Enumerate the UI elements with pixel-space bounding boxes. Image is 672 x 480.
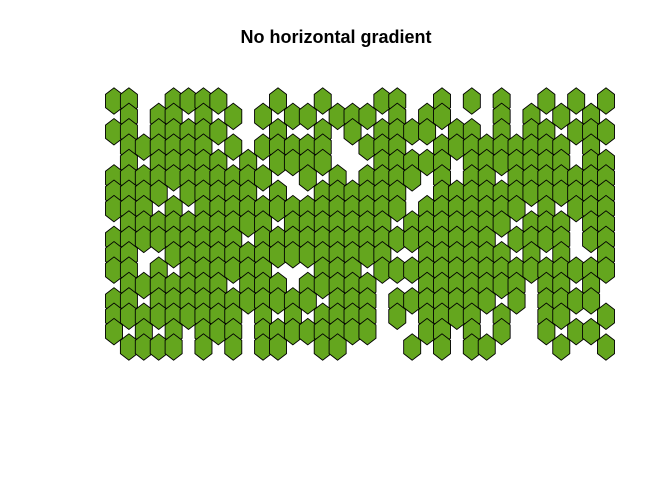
hexagon-cell-r1-c25: [462, 87, 481, 115]
hexagon-cell-r17-c31: [552, 333, 571, 361]
hexagon-cell-r15-c20: [388, 302, 407, 331]
hexagon-cell-r17-c16: [328, 333, 347, 361]
hexagon-cell-r16-c18: [358, 317, 377, 346]
hexagon-cell-r17-c9: [224, 333, 243, 361]
hexagon-cell-r17-c34: [597, 333, 615, 361]
chart-title: No horizontal gradient: [240, 27, 432, 47]
hexagon-cell-r17-c7: [194, 333, 213, 361]
hexagon-cell-r17-c5: [164, 333, 183, 361]
hexagon-cell-r17-c12: [269, 333, 287, 361]
hexagon-cell-r17-c23: [433, 333, 451, 361]
hexagon-cell-r17-c26: [477, 333, 496, 361]
hexagon-cell-r17-c21: [403, 333, 422, 361]
